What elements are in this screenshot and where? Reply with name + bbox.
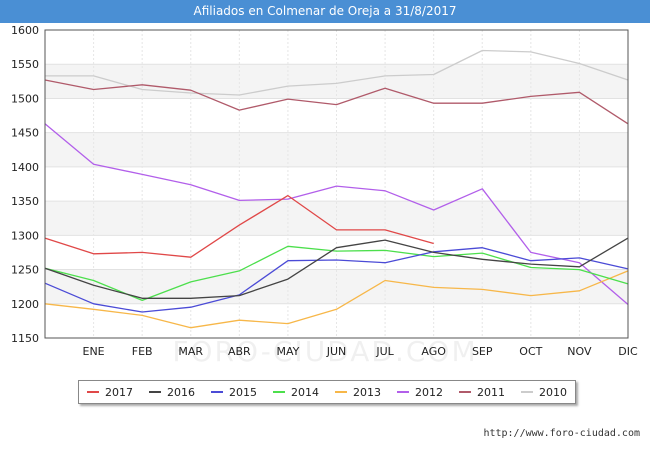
y-tick-label: 1600 <box>11 24 39 37</box>
chart-series-lines <box>44 49 629 329</box>
legend-label: 2015 <box>229 385 257 399</box>
series-line-2013 <box>44 270 629 329</box>
legend-swatch <box>211 391 223 393</box>
x-tick-label: JUL <box>375 345 394 358</box>
legend-swatch <box>149 391 161 393</box>
legend-label: 2013 <box>353 385 381 399</box>
chart-title: Afiliados en Colmenar de Oreja a 31/8/20… <box>0 0 650 23</box>
legend-item-2010: 2010 <box>521 386 567 399</box>
legend-item-2017: 2017 <box>87 386 133 399</box>
legend-item-2015: 2015 <box>211 386 257 399</box>
legend-item-2012: 2012 <box>397 386 443 399</box>
legend-label: 2014 <box>291 385 319 399</box>
legend-item-2011: 2011 <box>459 386 505 399</box>
x-tick-label: MAR <box>178 345 203 358</box>
series-line-2017 <box>44 194 434 258</box>
y-tick-label: 1450 <box>11 127 39 140</box>
chart-band <box>45 64 628 99</box>
plot-frame <box>44 29 629 339</box>
y-tick-label: 1250 <box>11 264 39 277</box>
legend-item-2014: 2014 <box>273 386 319 399</box>
series-line-2014 <box>44 245 629 302</box>
x-tick-label: OCT <box>519 345 542 358</box>
source-url: http://www.foro-ciudad.com <box>483 428 640 439</box>
x-axis-ticks: ENE FEB MAR ABR MAY JUN JUL AGO SEP OCT NOV DIC <box>83 345 638 358</box>
series-line-2015 <box>44 247 629 313</box>
series-line-2012 <box>44 123 629 305</box>
x-tick-label: ENE <box>83 345 105 358</box>
x-tick-label: FEB <box>132 345 153 358</box>
y-tick-label: 1300 <box>11 229 39 242</box>
legend-swatch <box>335 391 347 393</box>
legend-swatch <box>273 391 285 393</box>
series-line-2010 <box>45 49 629 96</box>
y-tick-label: 1550 <box>11 58 39 71</box>
legend-label: 2017 <box>105 385 133 399</box>
legend-swatch <box>87 391 99 393</box>
legend-swatch <box>397 391 409 393</box>
x-tick-label: MAY <box>276 345 299 358</box>
y-tick-label: 1350 <box>11 195 39 208</box>
legend-item-2013: 2013 <box>335 386 381 399</box>
legend-label: 2012 <box>415 385 443 399</box>
legend-item-2016: 2016 <box>149 386 195 399</box>
chart-legend: 2017 2016 2015 2014 2013 2012 2011 2010 <box>78 380 576 404</box>
y-tick-label: 1400 <box>11 161 39 174</box>
watermark: FORO-CIUDAD.COM <box>172 335 478 368</box>
y-tick-label: 1200 <box>11 298 39 311</box>
x-tick-label: JUN <box>326 345 347 358</box>
series-line-2011 <box>44 79 629 125</box>
x-tick-label: ABR <box>228 345 251 358</box>
chart-band <box>45 132 628 167</box>
x-tick-label: AGO <box>421 345 446 358</box>
y-tick-label: 1500 <box>11 92 39 105</box>
y-axis-ticks: 1150 1200 1250 1300 1350 1400 1450 1500 1550 1600 <box>11 24 39 345</box>
legend-swatch <box>459 391 471 393</box>
x-tick-label: NOV <box>567 345 592 358</box>
legend-swatch <box>521 391 533 393</box>
series-line-2016 <box>44 237 629 299</box>
x-tick-label: SEP <box>472 345 493 358</box>
x-tick-label: DIC <box>618 345 638 358</box>
y-tick-label: 1150 <box>11 332 39 345</box>
legend-label: 2016 <box>167 385 195 399</box>
legend-label: 2010 <box>539 385 567 399</box>
legend-label: 2011 <box>477 385 505 399</box>
